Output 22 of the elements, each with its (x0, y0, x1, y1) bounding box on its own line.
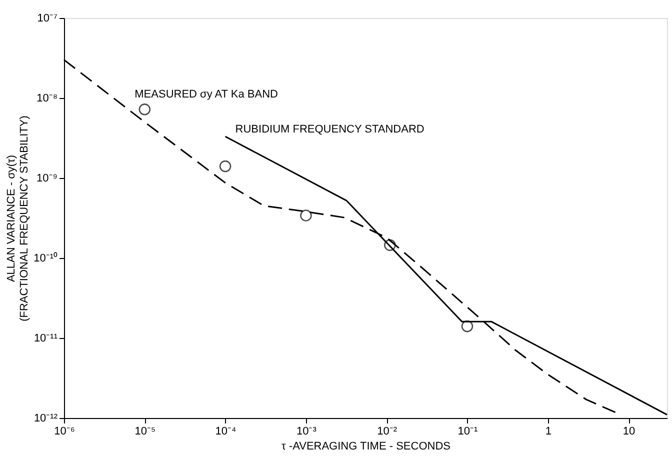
y-tick-label: 10⁻¹² (34, 412, 58, 424)
point (219, 160, 232, 172)
x-tick-label: 10⁻¹ (458, 426, 478, 438)
y-tick-label: 10⁻¹⁰ (34, 252, 58, 264)
x-tick-label: 10⁻³ (296, 426, 317, 438)
x-tick-label: 1 (545, 426, 552, 438)
point (300, 210, 312, 222)
point (461, 320, 474, 332)
point (138, 104, 151, 116)
x-tick-label: 10⁻⁶ (54, 426, 75, 438)
y-tick-label: 10⁻⁹ (36, 172, 58, 184)
y-tick-label: 10⁻⁸ (36, 92, 58, 104)
x-tick-label: 10⁻² (377, 426, 398, 438)
x-tick-label: 10⁻⁵ (134, 426, 156, 438)
y-tick-label: 10⁻¹¹ (34, 332, 58, 344)
y-axis-title: ALLAN VARIANCE - σy(τ) (FRACTIONAL FREQUENCY STABILITY) (6, 116, 31, 322)
x-tick-label: 10 (622, 426, 636, 438)
series-label: MEASURED σy AT Ka BAND (134, 88, 278, 100)
y-tick-label: 10⁻⁷ (37, 12, 58, 24)
x-tick-label: 10⁻⁴ (215, 426, 237, 438)
series-label: RUBIDIUM FREQUENCY STANDARD (235, 124, 424, 136)
x-axis-title: τ -AVERAGING TIME - SECONDS (282, 440, 450, 452)
